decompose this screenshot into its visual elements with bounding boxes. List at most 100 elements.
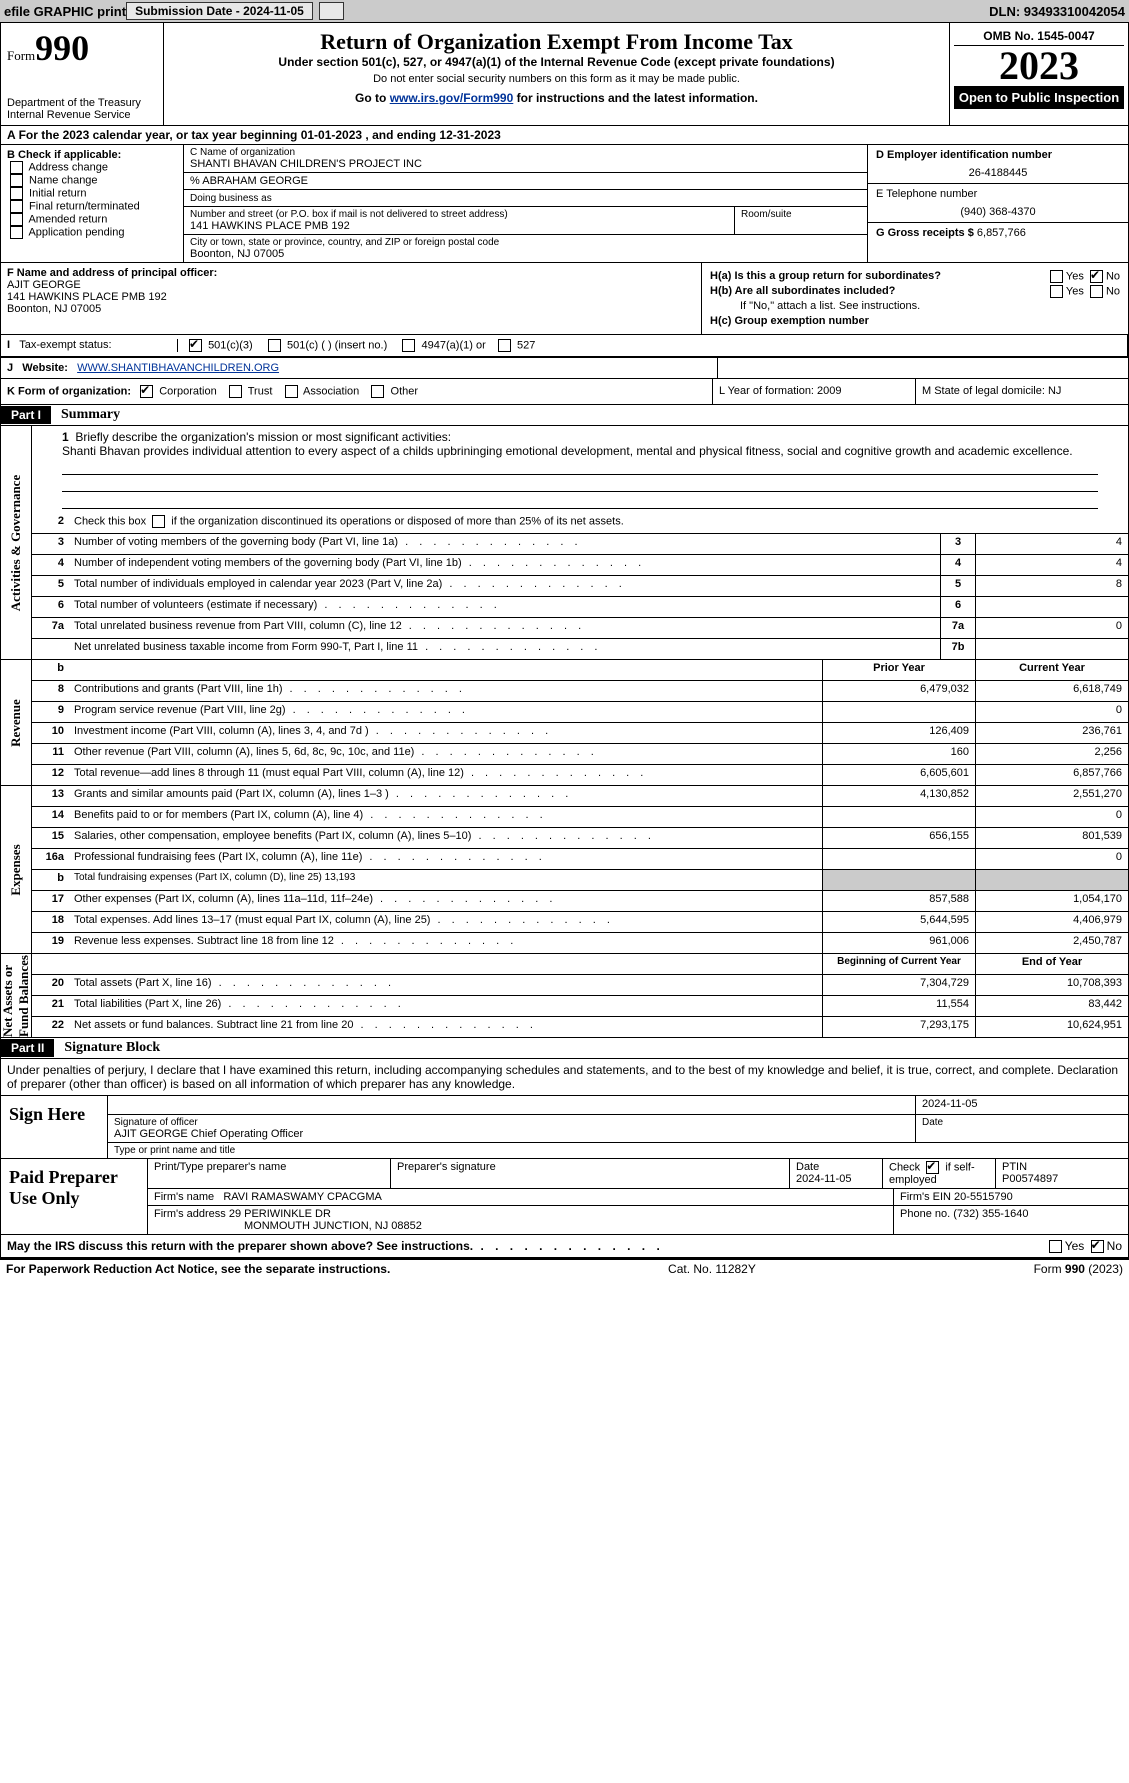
eoy-hdr: End of Year xyxy=(975,954,1128,974)
gross-value: 6,857,766 xyxy=(977,227,1026,239)
k-assoc[interactable] xyxy=(285,385,298,398)
year-block: OMB No. 1545-0047 2023 Open to Public In… xyxy=(950,23,1128,125)
k-corp[interactable] xyxy=(140,385,153,398)
firm-addr2: MONMOUTH JUNCTION, NJ 08852 xyxy=(154,1220,422,1232)
self-emp-check[interactable] xyxy=(926,1161,939,1174)
vlabel-netassets: Net Assets or Fund Balances xyxy=(1,954,32,1037)
discuss-text: May the IRS discuss this return with the… xyxy=(7,1239,473,1253)
b-check[interactable] xyxy=(10,226,23,239)
room-label: Room/suite xyxy=(735,207,867,234)
col-c: C Name of organizationSHANTI BHAVAN CHIL… xyxy=(184,145,868,262)
form-prefix: Form xyxy=(7,48,35,63)
col-f: F Name and address of principal officer:… xyxy=(1,263,702,334)
b-label: B Check if applicable: xyxy=(7,149,121,161)
addr-label: Number and street (or P.O. box if mail i… xyxy=(190,209,728,220)
discuss-no[interactable] xyxy=(1091,1240,1104,1253)
b-check[interactable] xyxy=(10,213,23,226)
part2-header: Part II xyxy=(1,1039,54,1057)
city-label: City or town, state or province, country… xyxy=(190,237,861,248)
col-d: D Employer identification number26-41884… xyxy=(868,145,1128,262)
form-number: 990 xyxy=(35,28,89,68)
org-name: SHANTI BHAVAN CHILDREN'S PROJECT INC xyxy=(190,158,861,170)
prior-year-hdr: Prior Year xyxy=(822,660,975,680)
hb-yes[interactable] xyxy=(1050,285,1063,298)
k-other[interactable] xyxy=(371,385,384,398)
prep-name-hdr: Print/Type preparer's name xyxy=(148,1159,391,1188)
row-a-period: A For the 2023 calendar year, or tax yea… xyxy=(1,126,1128,145)
ein-value: 26-4188445 xyxy=(876,167,1120,179)
dln: DLN: 93493310042054 xyxy=(989,4,1125,19)
firm-addr1: 29 PERIWINKLE DR xyxy=(229,1208,331,1220)
row-k: K Form of organization: Corporation Trus… xyxy=(1,379,712,404)
i-501c[interactable] xyxy=(268,339,281,352)
perjury-text: Under penalties of perjury, I declare th… xyxy=(1,1059,1128,1095)
ha-no[interactable] xyxy=(1090,270,1103,283)
subtitle-1: Under section 501(c), 527, or 4947(a)(1)… xyxy=(170,55,943,69)
submission-button[interactable]: Submission Date - 2024-11-05 xyxy=(126,2,313,20)
i-527[interactable] xyxy=(498,339,511,352)
hb-label: H(b) Are all subordinates included? xyxy=(710,285,895,297)
subtitle-2: Do not enter social security numbers on … xyxy=(170,73,943,85)
officer-addr1: 141 HAWKINS PLACE PMB 192 xyxy=(7,291,167,303)
date-label: Date xyxy=(915,1115,1128,1143)
j-label: Website: xyxy=(22,362,71,374)
i-501c3[interactable] xyxy=(189,339,202,352)
sign-date: 2024-11-05 xyxy=(915,1096,1128,1115)
subtitle-3: Go to www.irs.gov/Form990 for instructio… xyxy=(170,91,943,105)
spacer-button xyxy=(319,2,344,20)
form-container: Form990 Department of the Treasury Inter… xyxy=(0,22,1129,1260)
ptin-label: PTIN xyxy=(1002,1161,1027,1173)
care-of: % ABRAHAM GEORGE xyxy=(184,173,867,190)
prep-sig-hdr: Preparer's signature xyxy=(391,1159,790,1188)
firm-phone: (732) 355-1640 xyxy=(953,1208,1028,1220)
b-check[interactable] xyxy=(10,161,23,174)
ha-label: H(a) Is this a group return for subordin… xyxy=(710,270,941,282)
mission-text: Shanti Bhavan provides individual attent… xyxy=(62,444,1073,458)
col-b: B Check if applicable: Address change Na… xyxy=(1,145,184,262)
hb-no[interactable] xyxy=(1090,285,1103,298)
inspection-label: Open to Public Inspection xyxy=(954,86,1124,109)
ha-yes[interactable] xyxy=(1050,270,1063,283)
prep-date: 2024-11-05 xyxy=(796,1173,851,1185)
sign-here-label: Sign Here xyxy=(1,1096,107,1158)
s2-check[interactable] xyxy=(152,515,165,528)
vlabel-governance: Activities & Governance xyxy=(1,426,32,659)
b-check[interactable] xyxy=(10,187,23,200)
year-formation: L Year of formation: 2009 xyxy=(712,379,916,404)
top-bar: efile GRAPHIC print Submission Date - 20… xyxy=(0,0,1129,22)
discuss-yes[interactable] xyxy=(1049,1240,1062,1253)
col-h: H(a) Is this a group return for subordin… xyxy=(702,263,1128,334)
ptin-value: P00574897 xyxy=(1002,1173,1058,1185)
efile-label: efile GRAPHIC print xyxy=(4,4,126,19)
officer-name: AJIT GEORGE xyxy=(7,279,81,291)
hc-label: H(c) Group exemption number xyxy=(710,315,869,327)
firm-ein: 20-5515790 xyxy=(954,1191,1013,1203)
k-label: K Form of organization: xyxy=(7,385,131,397)
form-title: Return of Organization Exempt From Incom… xyxy=(170,29,943,55)
mission-block: 1 Briefly describe the organization's mi… xyxy=(32,426,1128,513)
b-check[interactable] xyxy=(10,200,23,213)
boy-hdr: Beginning of Current Year xyxy=(822,954,975,974)
k-trust[interactable] xyxy=(229,385,242,398)
i-4947[interactable] xyxy=(402,339,415,352)
sig-label: Signature of officer xyxy=(114,1117,909,1128)
tel-value: (940) 368-4370 xyxy=(876,206,1120,218)
tax-year: 2023 xyxy=(954,46,1124,86)
vlabel-revenue: Revenue xyxy=(1,660,32,785)
vlabel-expenses: Expenses xyxy=(1,786,32,953)
form-designation: Form990 Department of the Treasury Inter… xyxy=(1,23,164,125)
form-title-block: Return of Organization Exempt From Incom… xyxy=(164,23,950,125)
f-label: F Name and address of principal officer: xyxy=(7,267,217,279)
officer-addr2: Boonton, NJ 07005 xyxy=(7,303,101,315)
irs-link[interactable]: www.irs.gov/Form990 xyxy=(390,91,514,105)
firm-name: RAVI RAMASWAMY CPACGMA xyxy=(223,1191,382,1203)
paperwork-notice: For Paperwork Reduction Act Notice, see … xyxy=(6,1262,390,1276)
street-addr: 141 HAWKINS PLACE PMB 192 xyxy=(190,220,728,232)
b-check[interactable] xyxy=(10,174,23,187)
hb-note: If "No," attach a list. See instructions… xyxy=(710,300,1120,312)
dba-label: Doing business as xyxy=(190,193,272,204)
type-label: Type or print name and title xyxy=(107,1143,1128,1158)
tel-label: E Telephone number xyxy=(876,188,977,200)
website-link[interactable]: WWW.SHANTIBHAVANCHILDREN.ORG xyxy=(77,362,279,374)
dept-label: Department of the Treasury Internal Reve… xyxy=(7,97,157,121)
